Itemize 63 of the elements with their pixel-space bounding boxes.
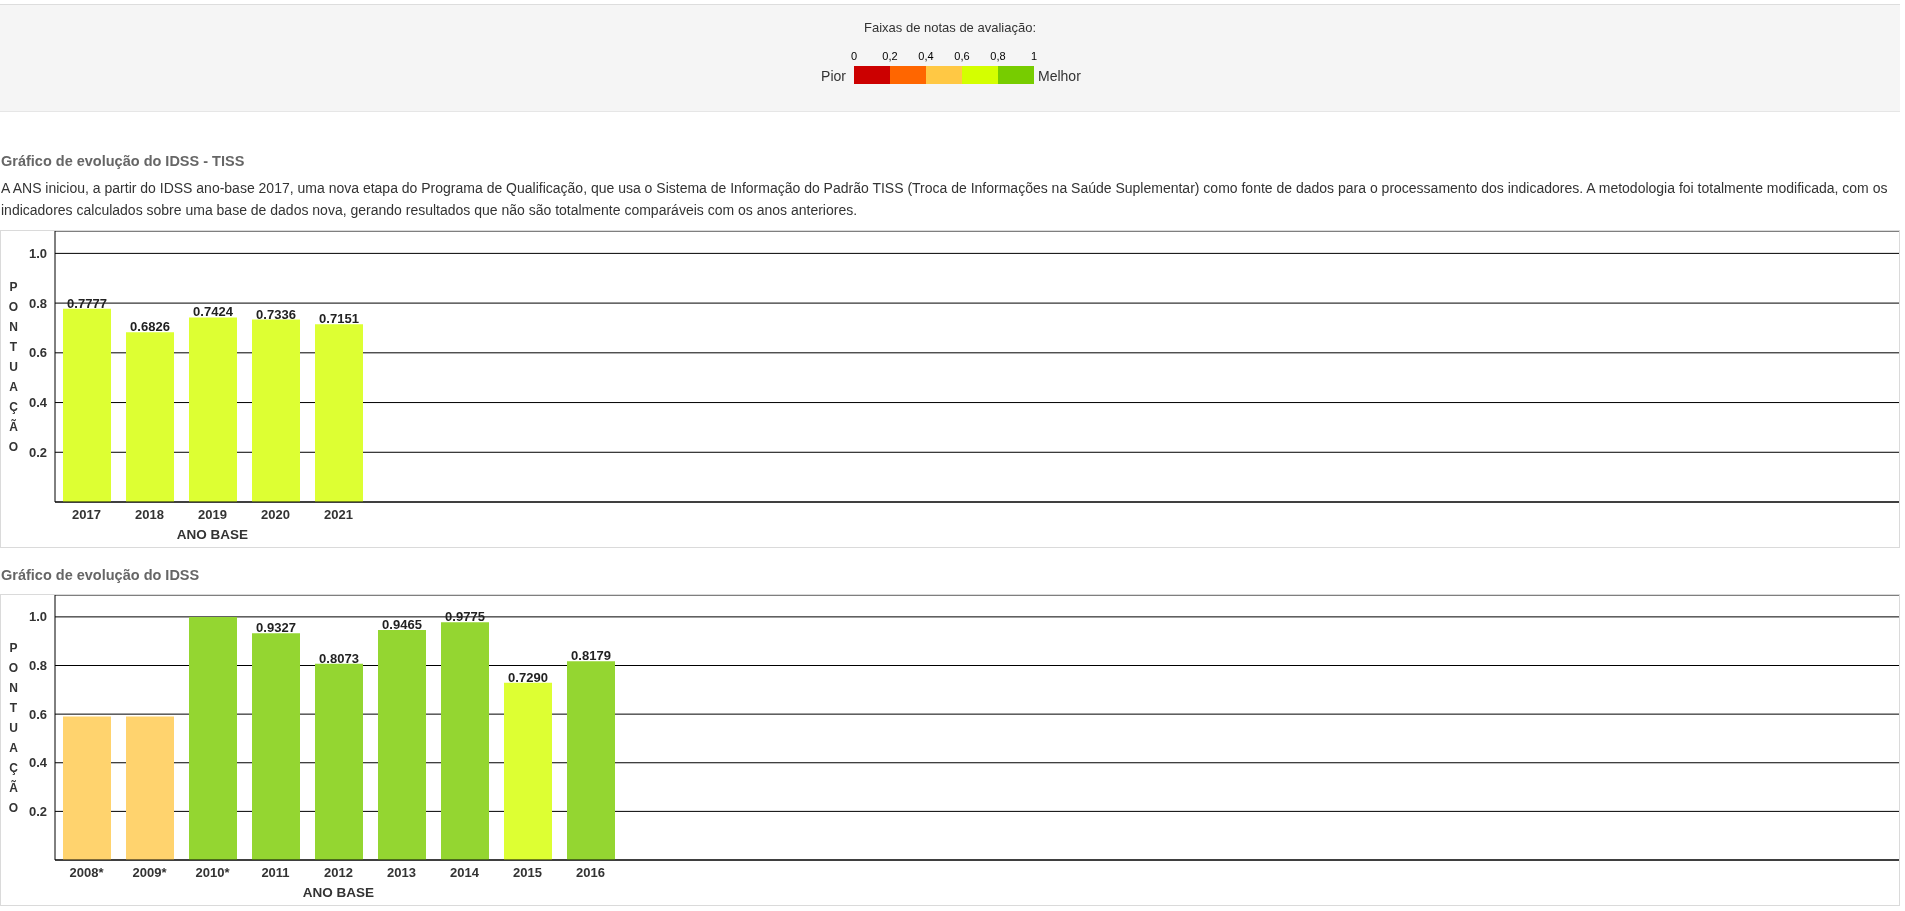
- bar: [441, 622, 489, 860]
- y-tick-label: 0.6: [28, 345, 47, 361]
- x-tick-label: 1: [1030, 50, 1038, 62]
- x-axis-title: ANO BASE: [302, 885, 375, 900]
- bar: [189, 616, 237, 860]
- x-axis-title: ANO BASE: [176, 527, 249, 542]
- text: A ANS iniciou, a partir do IDSS ano-base 2017, uma nova etapa do Programa de Qualificação, que usa o Sistema de Informação do Padrão TISS (Troca de Informações na Saúde Suplementar) como fonte de dados para o processamento dos indicadores. A metodologia foi totalmente modificada, com os indicadores calculados sobre uma base de dados nova, gerando resultados que não são totalmente comparáveis com os anos anteriores.: [1, 179, 1889, 220]
- x-tick-label: 2021: [324, 507, 353, 523]
- data-label: 0.9327: [256, 620, 296, 636]
- x-tick-label: 2008*: [69, 865, 105, 881]
- x-tick-label: 0,8: [990, 50, 1006, 62]
- y-tick-label: 0.8: [28, 658, 47, 674]
- y-tick-label: 0.4: [28, 395, 48, 411]
- x-tick-label: 0,6: [954, 50, 970, 62]
- data-label: 0.9465: [382, 616, 422, 632]
- bar: [998, 66, 1034, 84]
- x-tick-label: 2010*: [195, 865, 231, 881]
- y-tick-label: 1.0: [28, 609, 47, 625]
- y-tick-label: 0.2: [28, 444, 47, 460]
- y-tick-label: 0.8: [28, 295, 47, 311]
- bar: [63, 716, 111, 860]
- data-label: 0.7336: [256, 306, 296, 322]
- data-label: 0.7151: [319, 311, 359, 327]
- bar: [252, 633, 300, 860]
- x-tick-label: 2009*: [132, 865, 168, 881]
- bar: [962, 66, 998, 84]
- y-tick-label: 0.2: [28, 803, 47, 819]
- bar: [567, 661, 615, 860]
- y-tick-label: 0.6: [28, 706, 47, 722]
- y-tick-label: 0.4: [28, 755, 48, 771]
- chart-title: Gráfico de evolução do IDSS - TISS: [1, 152, 245, 170]
- x-tick-label: 2012: [324, 865, 353, 881]
- x-tick-label: 2019: [198, 507, 227, 523]
- text: Melhor: [1038, 67, 1081, 85]
- bar: [926, 66, 962, 84]
- data-label: 0.7424: [193, 304, 234, 320]
- x-tick-label: 2017: [72, 507, 101, 523]
- y-tick-label: 1.0: [28, 245, 47, 261]
- data-label: 0.8179: [571, 648, 611, 664]
- bar: [315, 663, 363, 860]
- x-tick-label: 2015: [513, 865, 542, 881]
- x-tick-label: 2020: [261, 507, 290, 523]
- bar: [854, 66, 890, 84]
- text: PONTUAÇÃO: [8, 640, 19, 815]
- data-label: 0.8073: [319, 650, 359, 666]
- text: Pior: [821, 67, 846, 85]
- x-tick-label: 2011: [261, 865, 290, 881]
- data-label: 0.6826: [130, 319, 170, 335]
- x-tick-label: 0: [850, 50, 858, 62]
- x-tick-label: 2014: [450, 865, 480, 881]
- bar: [378, 629, 426, 860]
- text: PONTUAÇÃO: [8, 279, 19, 454]
- x-tick-label: 2018: [135, 507, 164, 523]
- x-tick-label: 2013: [387, 865, 416, 881]
- bar: [126, 716, 174, 860]
- bar: [504, 682, 552, 860]
- chart-title: Gráfico de evolução do IDSS: [1, 566, 200, 584]
- chart-title: Faixas de notas de avaliação:: [863, 20, 1037, 36]
- x-tick-label: 2016: [576, 865, 605, 881]
- bar: [890, 66, 926, 84]
- x-tick-label: 0,2: [882, 50, 898, 62]
- data-label: 0.7290: [508, 669, 548, 685]
- x-tick-label: 0,4: [918, 50, 934, 62]
